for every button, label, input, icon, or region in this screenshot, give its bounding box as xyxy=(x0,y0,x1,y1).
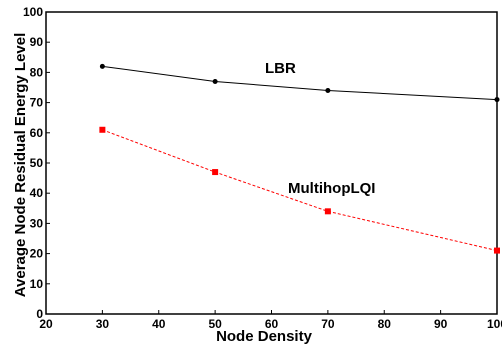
x-tick-label: 70 xyxy=(321,317,335,331)
y-tick-label: 0 xyxy=(36,307,43,321)
data-point-lbr xyxy=(494,97,500,103)
tick-labels: 20 30 40 50 60 70 80 90 100 0 10 20 30 40 50 60 70 80 90 10… xyxy=(23,5,502,331)
y-tick-label: 10 xyxy=(30,277,44,291)
y-tick-label: 100 xyxy=(23,5,43,19)
data-point-lbr xyxy=(212,78,218,84)
x-axis-title: Node Density xyxy=(216,328,313,345)
y-tick-label: 40 xyxy=(30,186,44,200)
x-tick-label: 90 xyxy=(434,317,448,331)
data-point-lbr xyxy=(99,63,105,69)
y-tick-label: 30 xyxy=(30,216,44,230)
x-tick-label: 80 xyxy=(378,317,392,331)
data-point-multihoplqi xyxy=(324,208,331,215)
x-tick-label: 40 xyxy=(152,317,166,331)
y-tick-label: 50 xyxy=(30,156,44,170)
x-tick-label: 50 xyxy=(208,317,222,331)
y-tick-label: 70 xyxy=(30,96,44,110)
y-tick-label: 20 xyxy=(30,247,44,261)
series-line-multihoplqi xyxy=(102,129,498,252)
series-label-multihoplqi: MultihopLQI xyxy=(288,180,375,197)
y-tick-label: 60 xyxy=(30,126,44,140)
data-point-multihoplqi xyxy=(494,247,500,254)
x-tick-label: 60 xyxy=(265,317,279,331)
series-label-lbr: LBR xyxy=(265,60,296,77)
y-tick-label: 80 xyxy=(30,65,44,79)
axes xyxy=(45,11,498,315)
series-line-lbr xyxy=(102,65,498,101)
y-axis-title: Average Node Residual Energy Level xyxy=(12,33,29,298)
data-point-multihoplqi xyxy=(212,169,219,176)
y-tick-label: 90 xyxy=(30,35,44,49)
plot-frame xyxy=(45,11,498,315)
data-point-lbr xyxy=(325,88,331,94)
data-point-multihoplqi xyxy=(99,126,106,133)
series-layer xyxy=(99,63,500,254)
x-tick-label: 20 xyxy=(39,317,53,331)
x-tick-label: 100 xyxy=(487,317,502,331)
x-tick-label: 30 xyxy=(96,317,110,331)
